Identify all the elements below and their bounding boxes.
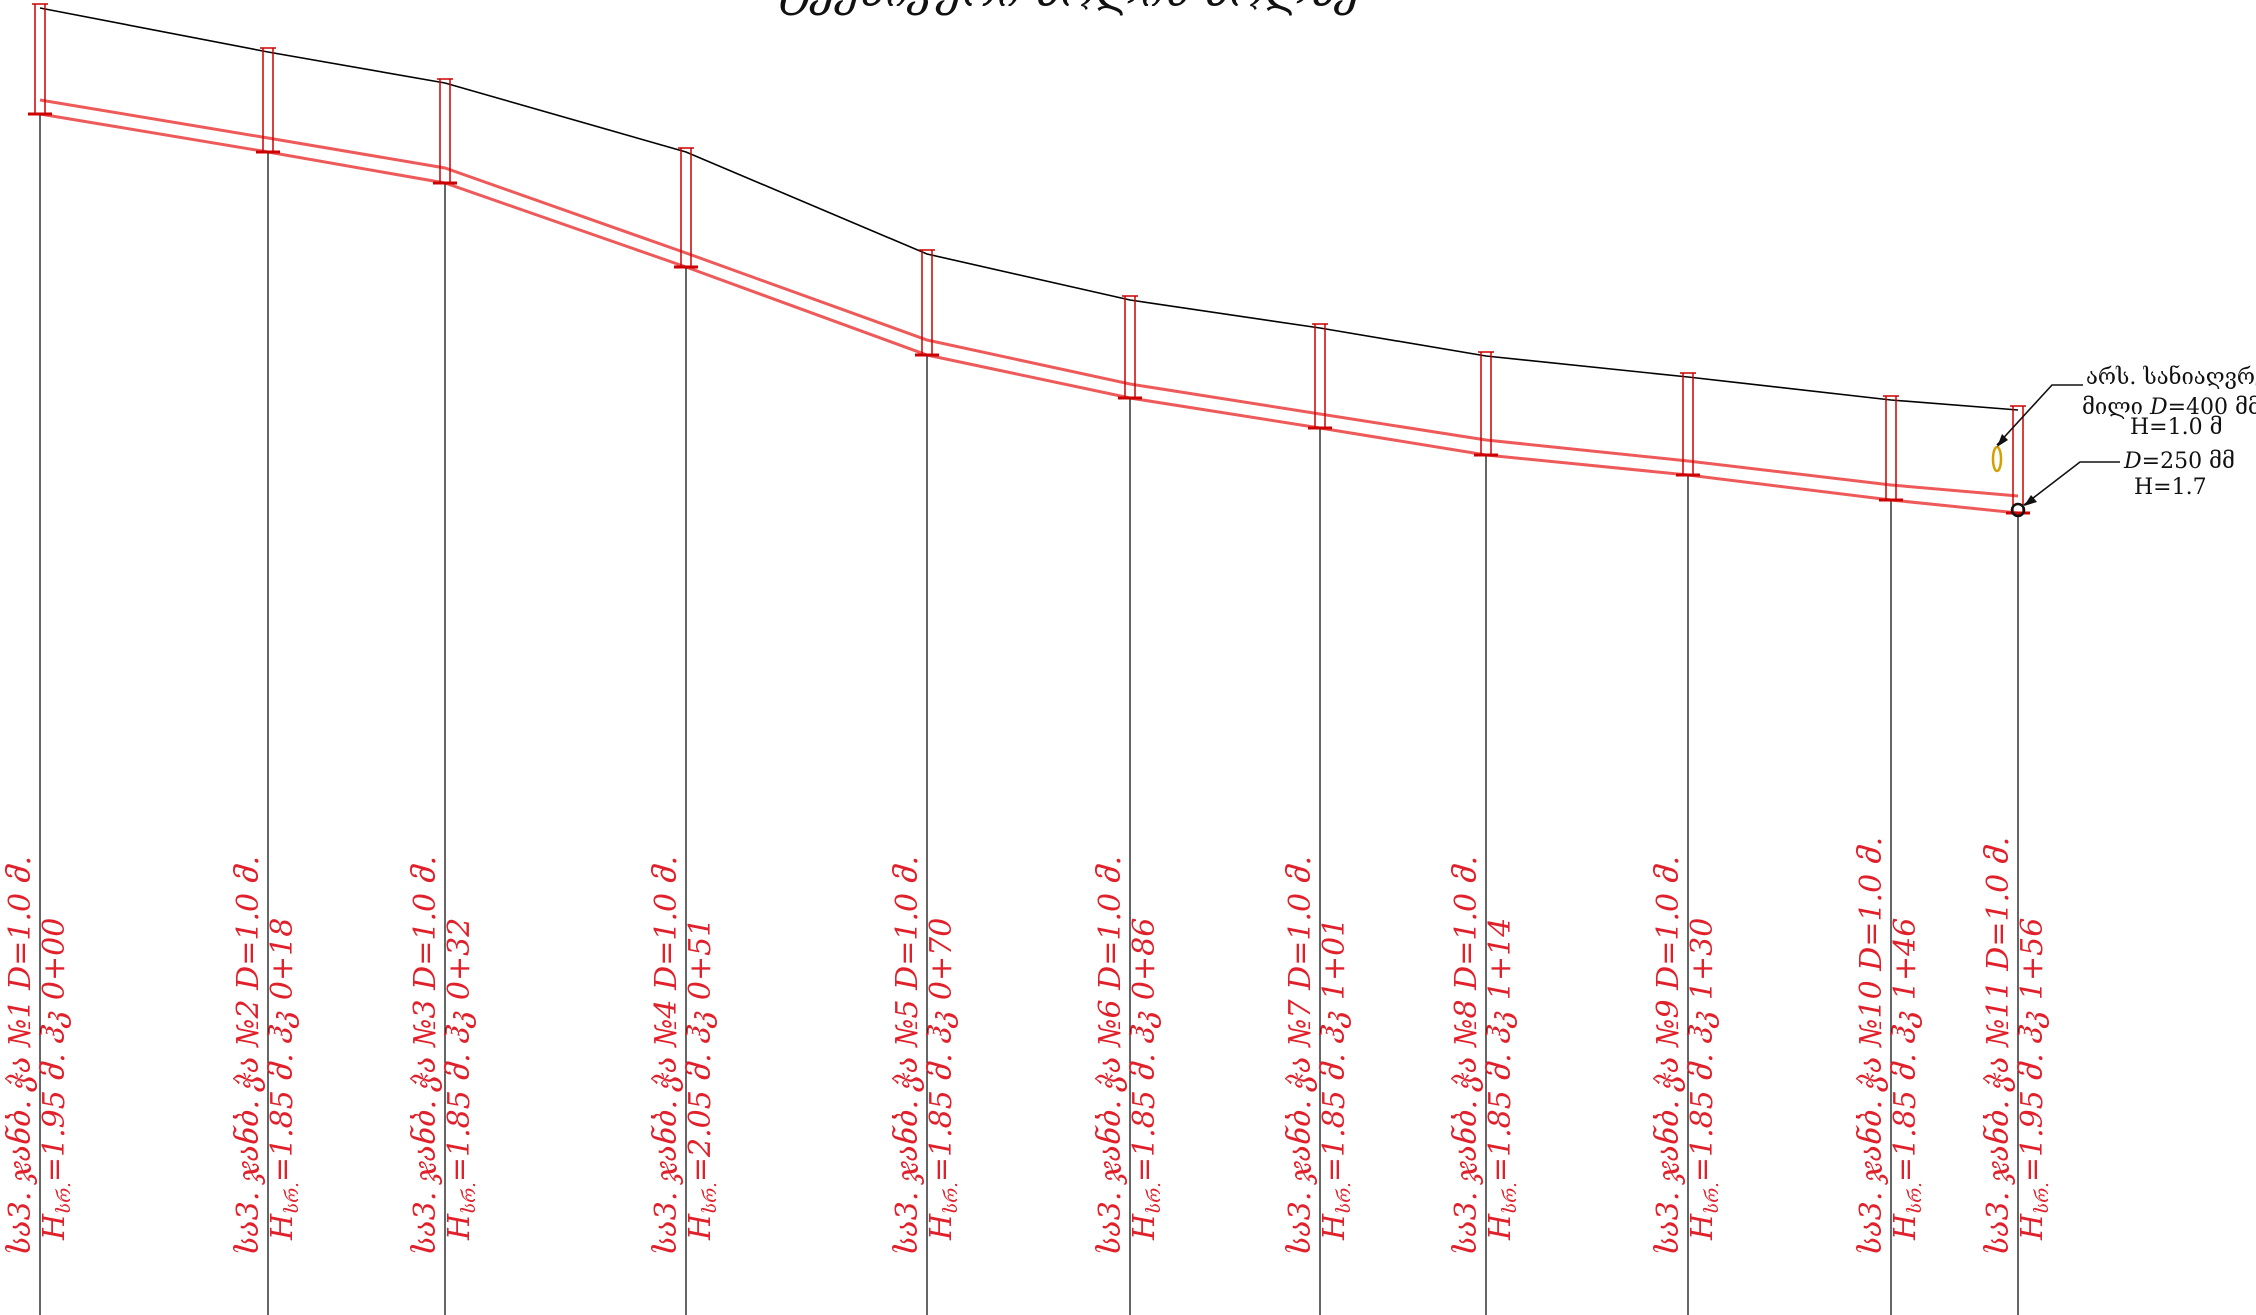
pipe-bottom-line — [39, 112, 2019, 515]
existing-pipe-leader-arrow — [1997, 434, 2008, 447]
well-depth-label: Hსრ.=1.85 მ. ჰკ 1+30 — [1685, 918, 1723, 1241]
well-depth-label: Hსრ.=1.95 მ. ჰკ 0+00 — [37, 918, 75, 1241]
well-label: სა3. ჯანბ. ჭა №11 D=1.0 მ. — [1981, 837, 2016, 1255]
station-lines-group — [39, 114, 2019, 1315]
existing-pipe-note-line3: H=1.0 მ — [2130, 415, 2223, 440]
new-pipe-note-line1: D=250 მმ — [2123, 449, 2235, 474]
well-label: სა3. ჯანბ. ჭა №9 D=1.0 მ. — [1651, 856, 1686, 1255]
new-pipe-note-line2: H=1.7 — [2134, 475, 2207, 500]
existing-pipe-note-line2: მილი D=400 მმ — [2082, 395, 2256, 420]
well-label: სა3. ჯანბ. ჭა №4 D=1.0 მ. — [649, 856, 684, 1255]
well-markers-group — [28, 3, 2030, 515]
well-depth-label: Hსრ.=1.85 მ. ჰკ 0+70 — [924, 918, 962, 1241]
well-label: სა3. ჯანბ. ჭა №6 D=1.0 მ. — [1093, 856, 1128, 1255]
existing-storm-pipe-marker — [1991, 445, 2003, 473]
new-pipe-leader — [2023, 461, 2120, 506]
drawing-title: ტექნიკური ზოლის ზოლზე — [780, 0, 1360, 16]
well-depth-label: Hსრ.=1.85 მ. ჰკ 1+14 — [1483, 918, 1521, 1241]
well-label: სა3. ჯანბ. ჭა №10 D=1.0 მ. — [1854, 837, 1889, 1255]
pipe-lines-group — [39, 98, 2019, 515]
well-depth-label: Hსრ.=1.85 მ. ჰკ 0+18 — [265, 918, 303, 1241]
new-pipe-leader-arrow — [2024, 495, 2037, 506]
existing-pipe-note-line1: არს. სანიაღვრე — [2086, 364, 2256, 390]
well-label: სა3. ჯანბ. ჭა №7 D=1.0 მ. — [1283, 856, 1318, 1255]
well-label: სა3. ჯანბ. ჭა №2 D=1.0 მ. — [231, 856, 266, 1255]
existing-pipe-leader — [1996, 384, 2083, 446]
well-depth-label: Hსრ.=1.85 მ. ჰკ 0+32 — [442, 918, 480, 1241]
pipe-end-marker — [2010, 502, 2026, 518]
well-depth-label: Hსრ.=1.85 მ. ჰკ 1+01 — [1317, 918, 1355, 1241]
ground-surface-line — [39, 7, 2019, 411]
ground-line-group — [39, 7, 2019, 411]
well-label: სა3. ჯანბ. ჭა №1 D=1.0 მ. — [3, 856, 38, 1255]
well-depth-label: Hსრ.=1.95 მ. ჰკ 1+56 — [2015, 918, 2053, 1241]
well-label: სა3. ჯანბ. ჭა №8 D=1.0 მ. — [1449, 856, 1484, 1255]
well-depth-label: Hსრ.=1.85 მ. ჰკ 0+86 — [1127, 918, 1165, 1241]
pipe-top-line — [39, 98, 2019, 498]
well-labels-group: სა3. ჯანბ. ჭა №1 D=1.0 მ. Hსრ.=1.95 მ. ჰკ… — [3, 837, 2053, 1255]
well-depth-label: Hსრ.=2.05 მ. ჰკ 0+51 — [683, 918, 721, 1241]
well-label: სა3. ჯანბ. ჭა №5 D=1.0 მ. — [890, 856, 925, 1255]
well-label: სა3. ჯანბ. ჭა №3 D=1.0 მ. — [408, 856, 443, 1255]
well-depth-label: Hსრ.=1.85 მ. ჰკ 1+46 — [1888, 918, 1926, 1241]
